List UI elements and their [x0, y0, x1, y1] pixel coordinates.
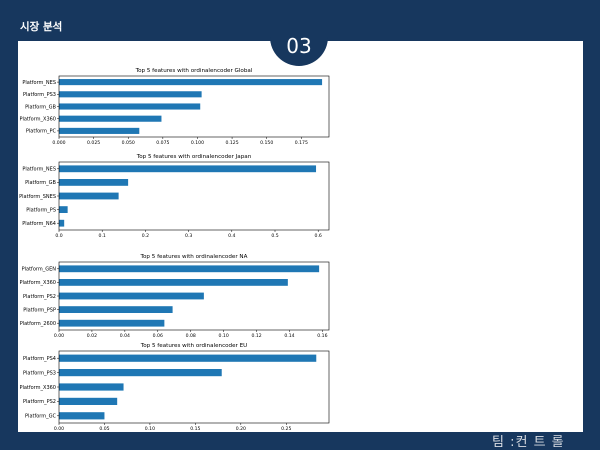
chart-2-xtick-label-0: 0.00	[54, 333, 64, 339]
chart-2-xtick-label-8: 0.16	[317, 333, 327, 339]
chart-1-bar-0	[59, 165, 317, 173]
chart-2-bar-4	[59, 319, 165, 327]
chart-2-category-label-2: Platform_PS2	[23, 294, 56, 300]
chart-1-bar-3	[59, 206, 68, 213]
chart-0-xtick-label-7: 0.175	[295, 140, 308, 146]
chart-2-xtick-label-1: 0.02	[87, 333, 97, 339]
chart-2-xtick-label-7: 0.14	[284, 333, 294, 339]
chart-1-frame	[58, 161, 330, 231]
chart-0-xtick-label-4: 0.100	[191, 140, 204, 146]
chart-0-bar-4	[59, 127, 140, 134]
chart-3-bar-4	[59, 412, 105, 420]
chart-3-xtick-label-3: 0.15	[190, 426, 200, 432]
chart-2-bar-3	[59, 306, 173, 313]
chart-2-bar-0	[59, 265, 320, 273]
chart-3-category-label-2: Platform_X360	[19, 385, 56, 391]
chart-1-xtick-label-6: 0.6	[315, 233, 322, 239]
chart-1-bar-1	[59, 179, 129, 186]
chart-2-title: Top 5 features with ordinalencoder NA	[140, 254, 248, 260]
chart-0-bar-2	[59, 103, 201, 110]
chart-0-bar-1	[59, 91, 202, 98]
chart-3-frame	[58, 350, 330, 424]
chart-2-category-label-0: Platform_GEN	[22, 267, 57, 273]
chart-1-category-label-3: Platform_PS	[26, 207, 56, 213]
chart-3-title: Top 5 features with ordinalencoder EU	[140, 343, 248, 349]
chart-3-xtick-label-4: 0.20	[236, 426, 246, 432]
chart-0-bar-3	[59, 115, 162, 122]
chart-1-category-label-2: Platform_SNES	[19, 194, 56, 200]
chart-2-xtick-label-4: 0.08	[186, 333, 196, 339]
chart-2: Top 5 features with ordinalencoder NA Pla…	[19, 254, 330, 339]
chart-1-xtick-label-3: 0.3	[185, 233, 192, 239]
chart-0-bar-0	[59, 79, 323, 86]
chart-0-title: Top 5 features with ordinalencoder Globa…	[135, 68, 253, 74]
chart-1-bar-2	[59, 192, 119, 200]
slide-number-badge: 03	[270, 14, 328, 66]
chart-0-category-label-2: Platform_GB	[25, 104, 56, 110]
chart-1: Top 5 features with ordinalencoder Japan…	[19, 154, 330, 239]
chart-3-bar-2	[59, 383, 124, 391]
slide-title: 시장 분석	[20, 21, 63, 33]
chart-2-frame	[58, 261, 330, 331]
chart-2-bar-1	[59, 279, 288, 286]
chart-3-category-label-3: Platform_PS2	[23, 399, 56, 405]
chart-0-xtick-label-1: 0.025	[87, 140, 100, 146]
chart-2-category-label-1: Platform_X360	[19, 280, 56, 286]
chart-1-category-label-4: Platform_N64	[22, 221, 56, 227]
chart-0-category-label-1: Platform_PS3	[23, 92, 56, 98]
chart-0: Top 5 features with ordinalencoder Globa…	[19, 68, 330, 146]
chart-3-bar-1	[59, 369, 222, 377]
chart-0-xtick-label-0: 0.000	[52, 140, 65, 146]
chart-1-category-label-0: Platform_NES	[22, 167, 56, 173]
chart-3-xtick-label-5: 0.25	[281, 426, 291, 432]
chart-1-xtick-label-0: 0.0	[55, 233, 62, 239]
chart-1-title: Top 5 features with ordinalencoder Japan	[136, 154, 252, 160]
chart-3-xtick-label-2: 0.10	[145, 426, 155, 432]
chart-0-xtick-label-3: 0.075	[156, 140, 169, 146]
chart-0-category-label-3: Platform_X360	[19, 117, 56, 123]
chart-0-xtick-label-5: 0.125	[225, 140, 238, 146]
chart-3-xtick-label-1: 0.05	[99, 426, 109, 432]
chart-3: Top 5 features with ordinalencoder EU Pla…	[19, 343, 330, 432]
chart-1-bar-4	[59, 219, 65, 227]
chart-2-category-label-4: Platform_2600	[20, 321, 56, 327]
chart-3-category-label-1: Platform_PS3	[23, 370, 56, 376]
chart-2-xtick-label-5: 0.10	[219, 333, 229, 339]
chart-0-frame	[58, 75, 330, 138]
chart-2-xtick-label-6: 0.12	[251, 333, 261, 339]
chart-2-xtick-label-2: 0.04	[120, 333, 130, 339]
chart-3-category-label-4: Platform_GC	[25, 414, 56, 420]
team-label: 팀 :컨 트 롤	[492, 435, 565, 450]
chart-2-bar-2	[59, 292, 204, 300]
chart-3-xtick-label-0: 0.00	[54, 426, 64, 432]
chart-3-category-label-0: Platform_PS4	[23, 356, 56, 362]
chart-1-category-label-1: Platform_GB	[25, 180, 56, 186]
chart-0-category-label-4: Platform_PC	[26, 129, 57, 135]
chart-3-bar-3	[59, 397, 118, 405]
chart-0-xtick-label-2: 0.050	[122, 140, 135, 146]
chart-2-xtick-label-3: 0.06	[153, 333, 163, 339]
chart-1-xtick-label-1: 0.1	[99, 233, 106, 239]
chart-3-bar-0	[59, 354, 317, 362]
chart-0-category-label-0: Platform_NES	[22, 80, 56, 86]
chart-2-category-label-3: Platform_PSP	[23, 307, 56, 313]
chart-0-xtick-label-6: 0.150	[260, 140, 273, 146]
chart-1-xtick-label-5: 0.5	[271, 233, 278, 239]
chart-1-xtick-label-4: 0.4	[228, 233, 235, 239]
chart-1-xtick-label-2: 0.2	[142, 233, 149, 239]
